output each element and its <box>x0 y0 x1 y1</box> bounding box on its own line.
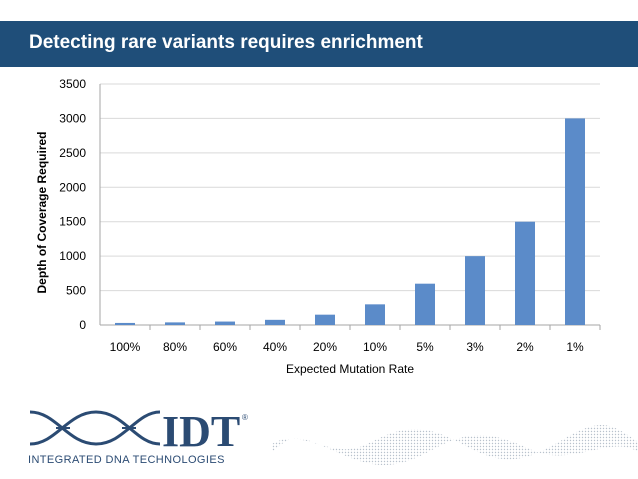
idt-logo: IDT ® <box>29 407 248 456</box>
x-tick-label: 60% <box>213 340 237 354</box>
x-tick-label: 20% <box>313 340 337 354</box>
slide-title: Detecting rare variants requires enrichm… <box>29 32 423 53</box>
bar-chart: 0 500 1000 1500 2000 2500 3000 3500 100% 80% 60% 40… <box>35 77 601 376</box>
x-tick-label: 5% <box>416 340 434 354</box>
y-tick-label: 1000 <box>59 249 86 263</box>
bar <box>415 283 435 325</box>
bar <box>515 221 535 325</box>
x-tick-label: 3% <box>466 340 484 354</box>
y-tick-label: 3000 <box>59 111 86 125</box>
bar <box>265 319 285 325</box>
title-bar <box>0 21 638 67</box>
x-tick-label: 1% <box>566 340 584 354</box>
x-tick-label: 80% <box>163 340 187 354</box>
x-tick-label: 40% <box>263 340 287 354</box>
bar <box>165 322 185 325</box>
bar <box>215 321 235 325</box>
x-axis-title: Expected Mutation Rate <box>286 362 414 376</box>
x-tick-label: 100% <box>110 340 141 354</box>
bar <box>115 322 135 325</box>
dna-helix-icon <box>29 410 161 446</box>
logo-registered-mark: ® <box>242 413 248 422</box>
x-tick-label: 2% <box>516 340 534 354</box>
logo-wordmark: IDT <box>162 407 240 456</box>
bar <box>465 256 485 325</box>
logo-subtitle: INTEGRATED DNA TECHNOLOGIES <box>28 454 225 466</box>
y-tick-label: 2500 <box>59 146 86 160</box>
y-tick-label: 2000 <box>59 180 86 194</box>
y-tick-label: 500 <box>66 284 86 298</box>
y-tick-label: 0 <box>79 318 86 332</box>
bar <box>565 118 585 325</box>
y-axis-title: Depth of Coverage Required <box>35 131 49 293</box>
y-tick-label: 1500 <box>59 215 86 229</box>
bar <box>365 304 385 325</box>
bar <box>315 314 335 325</box>
decorative-wave <box>272 425 638 466</box>
x-tick-label: 10% <box>363 340 387 354</box>
y-tick-label: 3500 <box>59 77 86 91</box>
